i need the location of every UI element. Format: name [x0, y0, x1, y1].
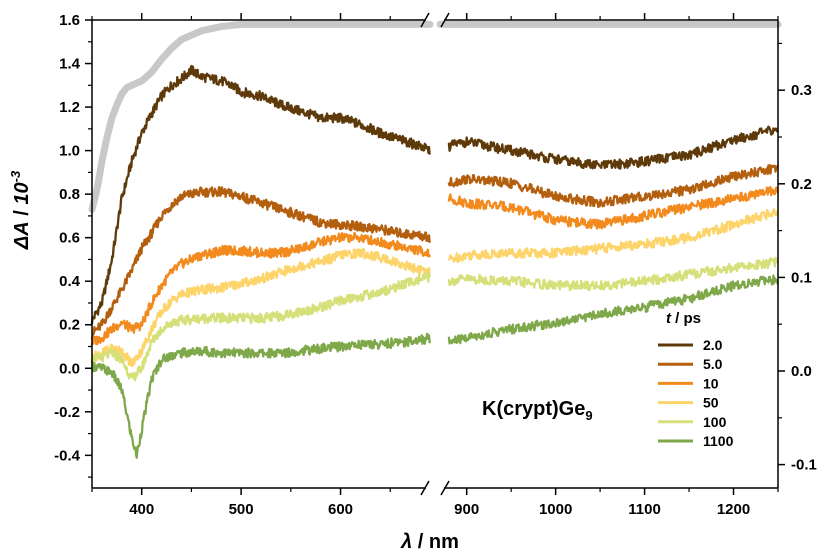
series-50-line-nir — [447, 208, 779, 263]
axis-break-bottom-left — [420, 480, 430, 496]
axis-ticks: 400 500 600 900 1000 1100 1200 -0.4 -0.2 0.0 0.2 0.… — [54, 12, 817, 518]
y-left-tick-label-0.2: 0.2 — [59, 317, 80, 334]
legend: t / ps 2.0 5.0 10 50 100 1100 — [658, 310, 734, 449]
series-10-line-uv — [90, 231, 431, 346]
y-right-tick-label-0.2: 0.2 — [791, 176, 812, 193]
series-10-line-nir — [447, 185, 779, 230]
x-tick-label-1000: 1000 — [539, 501, 572, 518]
reference-spectrum-line-uv — [88, 20, 434, 213]
series-100-line-nir — [447, 256, 779, 292]
legend-title-symbol: t — [666, 310, 672, 327]
y-left-tick-label--0.4: -0.4 — [54, 447, 81, 464]
series-5-0-line-nir — [447, 164, 779, 209]
x-tick-label-400: 400 — [129, 501, 154, 518]
x-tick-label-900: 900 — [454, 501, 479, 518]
compound-annotation: K(crypt)Ge9 — [482, 398, 593, 423]
legend-label-5.0: 5.0 — [703, 356, 723, 372]
series-5-0-line-uv — [90, 186, 431, 340]
x-tick-label-1200: 1200 — [717, 501, 750, 518]
y-left-tick-label-0.8: 0.8 — [59, 186, 80, 203]
axis-break-bottom-right — [440, 480, 450, 496]
axis-break-top-left — [420, 12, 430, 28]
x-axis-symbol: λ — [400, 531, 412, 553]
y-right-tick-label-0.1: 0.1 — [791, 269, 812, 286]
series-2-0-line-nir — [447, 125, 779, 170]
legend-entries: 2.0 5.0 10 50 100 1100 — [658, 337, 734, 449]
x-tick-label-1100: 1100 — [628, 501, 661, 518]
axis-break-top-right — [440, 12, 450, 28]
series-1100-line-uv — [90, 332, 431, 459]
series-50-line-uv — [90, 248, 431, 367]
y-left-tick-label-1: 1.0 — [59, 143, 80, 160]
y-axis-symbol: ΔA — [11, 221, 33, 250]
compound-subscript: 9 — [585, 408, 592, 423]
legend-title-unit: ps — [684, 310, 702, 327]
legend-label-100: 100 — [703, 414, 727, 430]
series-2-0-line-uv — [90, 64, 431, 325]
series-1100-line-nir — [447, 274, 779, 345]
y-left-tick-label-1.6: 1.6 — [59, 12, 80, 29]
compound-name: K(crypt)Ge — [482, 398, 585, 420]
y-right-tick-label--0.1: -0.1 — [791, 457, 817, 474]
legend-label-10: 10 — [703, 375, 719, 391]
y-left-tick-label-1.2: 1.2 — [59, 99, 80, 116]
y-left-tick-label-1.4: 1.4 — [59, 56, 81, 73]
y-axis-title: ΔA / 10-3 — [8, 170, 33, 250]
series-layer — [88, 20, 782, 459]
axis-break-marks — [420, 12, 450, 496]
x-axis-unit: nm — [429, 531, 459, 553]
y-axis-exponent: -3 — [8, 170, 23, 182]
y-left-tick-label-0.4: 0.4 — [59, 273, 81, 290]
legend-label-2.0: 2.0 — [703, 337, 723, 353]
y-left-tick-label-0: 0.0 — [59, 360, 80, 377]
series-100-line-uv — [90, 272, 431, 382]
y-left-tick-label--0.2: -0.2 — [54, 404, 80, 421]
legend-label-1100: 1100 — [703, 433, 734, 449]
y-left-tick-label-0.6: 0.6 — [59, 230, 80, 247]
y-right-tick-label-0.3: 0.3 — [791, 82, 812, 99]
legend-label-50: 50 — [703, 395, 719, 411]
x-tick-label-500: 500 — [229, 501, 254, 518]
x-axis-title: λ / nm — [400, 531, 459, 553]
legend-title: t / ps — [666, 310, 701, 327]
y-axis-unit: 10 — [11, 182, 33, 204]
y-right-tick-label-0: 0.0 — [791, 363, 812, 380]
x-tick-label-600: 600 — [328, 501, 353, 518]
plot-frame — [91, 19, 779, 489]
